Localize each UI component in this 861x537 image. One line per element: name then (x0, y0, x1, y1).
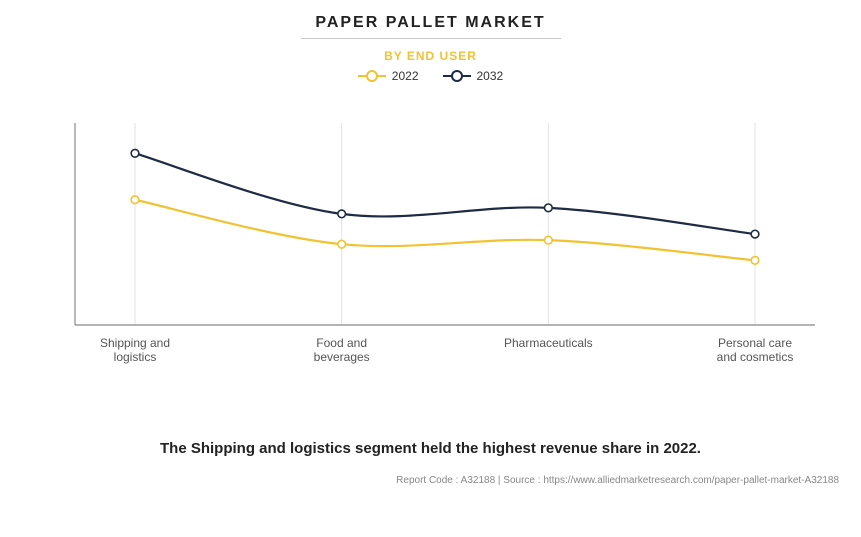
line-chart: Shipping andlogistics Food andbeverages Ph… (55, 115, 825, 375)
legend-item-2022: 2022 (358, 69, 419, 83)
source-url: Source : https://www.alliedmarketresearc… (503, 475, 839, 486)
title-divider (301, 38, 561, 39)
legend-swatch-2022 (358, 70, 386, 82)
chart-title: PAPER PALLET MARKET (0, 0, 861, 32)
legend-item-2032: 2032 (443, 69, 504, 83)
chart-footnote: The Shipping and logistics segment held … (0, 440, 861, 457)
svg-text:Shipping and: Shipping and (100, 336, 170, 350)
report-code: Report Code : A32188 (396, 475, 495, 486)
legend-swatch-2032 (443, 70, 471, 82)
svg-text:beverages: beverages (314, 350, 370, 364)
svg-text:and cosmetics: and cosmetics (717, 350, 794, 364)
chart-subtitle: BY END USER (0, 49, 861, 63)
legend: 2022 2032 (0, 69, 861, 83)
svg-text:Personal care: Personal care (718, 336, 792, 350)
svg-text:Food and: Food and (316, 336, 367, 350)
svg-text:Pharmaceuticals: Pharmaceuticals (504, 336, 593, 350)
chart-source: Report Code : A32188 | Source : https://… (396, 475, 839, 486)
legend-label: 2032 (477, 69, 504, 83)
svg-text:logistics: logistics (114, 350, 157, 364)
legend-label: 2022 (392, 69, 419, 83)
chart-svg: Shipping andlogistics Food andbeverages Ph… (55, 115, 825, 375)
